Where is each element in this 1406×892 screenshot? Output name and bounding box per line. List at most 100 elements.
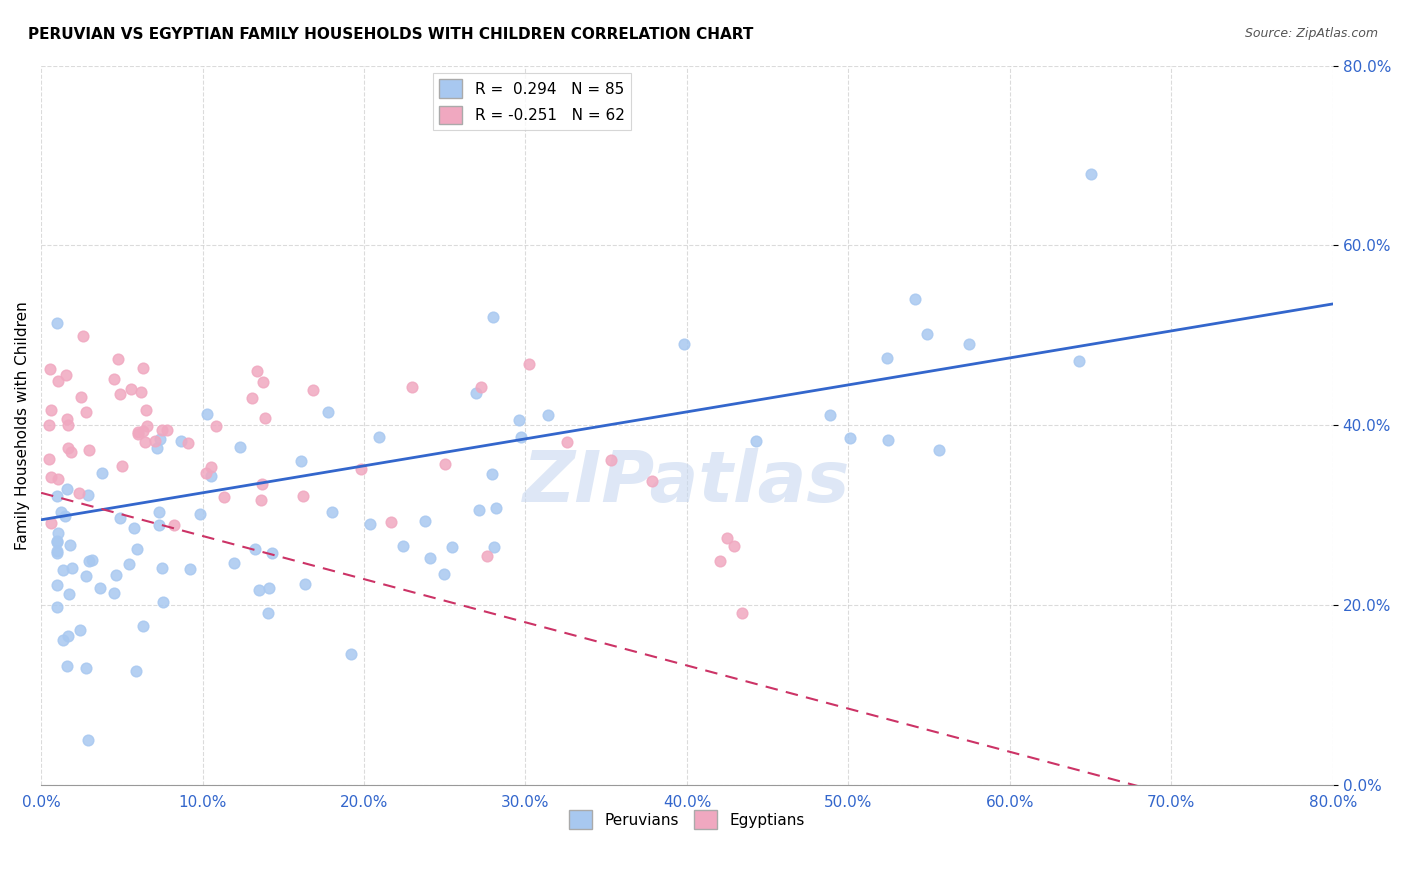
- Point: [246, 364, 269, 378]
- Point: [58, 417, 80, 432]
- Point: [46, 374, 69, 388]
- Point: [108, 387, 131, 401]
- Point: [214, 490, 236, 504]
- Point: [170, 434, 193, 448]
- Point: [135, 419, 157, 434]
- Point: [957, 336, 980, 351]
- Point: [75, 569, 97, 583]
- Point: [188, 507, 211, 521]
- Point: [39, 469, 62, 483]
- Point: [80, 553, 103, 567]
- Point: [39, 516, 62, 531]
- Point: [152, 595, 174, 609]
- Point: [127, 425, 149, 439]
- Point: [111, 458, 134, 473]
- Point: [877, 433, 900, 447]
- Point: [475, 549, 498, 563]
- Point: [485, 501, 508, 516]
- Point: [132, 619, 155, 633]
- Point: [163, 517, 186, 532]
- Point: [53, 509, 76, 524]
- Point: [59, 538, 82, 552]
- Point: [69, 623, 91, 637]
- Point: [120, 382, 142, 396]
- Point: [470, 380, 492, 394]
- Point: [200, 469, 222, 483]
- Point: [103, 586, 125, 600]
- Point: [38, 362, 60, 376]
- Point: [49, 505, 72, 519]
- Point: [132, 360, 155, 375]
- Point: [197, 407, 219, 421]
- Point: [673, 337, 696, 351]
- Point: [108, 511, 131, 525]
- Point: [46, 317, 69, 331]
- Point: [222, 556, 245, 570]
- Point: [599, 453, 621, 467]
- Point: [481, 467, 503, 481]
- Text: ZIPatlas: ZIPatlas: [523, 449, 851, 517]
- Point: [77, 488, 100, 502]
- Point: [229, 440, 252, 454]
- Point: [257, 606, 280, 620]
- Point: [205, 418, 228, 433]
- Point: [915, 326, 938, 341]
- Point: [46, 489, 69, 503]
- Point: [709, 554, 731, 568]
- Point: [359, 516, 381, 531]
- Point: [148, 517, 170, 532]
- Point: [75, 405, 97, 419]
- Point: [155, 423, 177, 437]
- Point: [132, 424, 155, 438]
- Point: [928, 443, 950, 458]
- Point: [105, 568, 128, 582]
- Point: [194, 466, 217, 480]
- Point: [257, 581, 280, 595]
- Point: [38, 418, 60, 433]
- Point: [291, 489, 314, 503]
- Point: [537, 409, 560, 423]
- Point: [79, 443, 101, 458]
- Point: [243, 541, 266, 556]
- Point: [250, 492, 273, 507]
- Point: [134, 434, 156, 449]
- Point: [150, 561, 173, 575]
- Point: [716, 531, 738, 545]
- Point: [148, 505, 170, 519]
- Point: [290, 454, 312, 468]
- Point: [321, 505, 343, 519]
- Point: [380, 516, 402, 530]
- Point: [482, 310, 505, 325]
- Point: [58, 587, 80, 601]
- Y-axis label: Family Households with Children: Family Households with Children: [15, 301, 30, 549]
- Text: Source: ZipAtlas.com: Source: ZipAtlas.com: [1244, 27, 1378, 40]
- Point: [253, 411, 276, 425]
- Point: [441, 540, 464, 554]
- Point: [177, 436, 200, 450]
- Point: [252, 375, 274, 389]
- Point: [150, 423, 173, 437]
- Point: [135, 403, 157, 417]
- Point: [52, 632, 75, 647]
- Point: [56, 412, 79, 426]
- Point: [401, 380, 423, 394]
- Point: [146, 441, 169, 455]
- Text: PERUVIAN VS EGYPTIAN FAMILY HOUSEHOLDS WITH CHILDREN CORRELATION CHART: PERUVIAN VS EGYPTIAN FAMILY HOUSEHOLDS W…: [28, 27, 754, 42]
- Point: [509, 430, 531, 444]
- Point: [79, 554, 101, 568]
- Point: [125, 664, 148, 678]
- Point: [413, 514, 436, 528]
- Legend: Peruvians, Egyptians: Peruvians, Egyptians: [564, 805, 811, 835]
- Point: [46, 577, 69, 591]
- Point: [90, 466, 112, 480]
- Point: [250, 476, 273, 491]
- Point: [730, 606, 752, 620]
- Point: [129, 385, 152, 400]
- Point: [127, 426, 149, 441]
- Point: [107, 351, 129, 366]
- Point: [467, 502, 489, 516]
- Point: [46, 534, 69, 549]
- Point: [508, 413, 530, 427]
- Point: [839, 431, 862, 445]
- Point: [294, 576, 316, 591]
